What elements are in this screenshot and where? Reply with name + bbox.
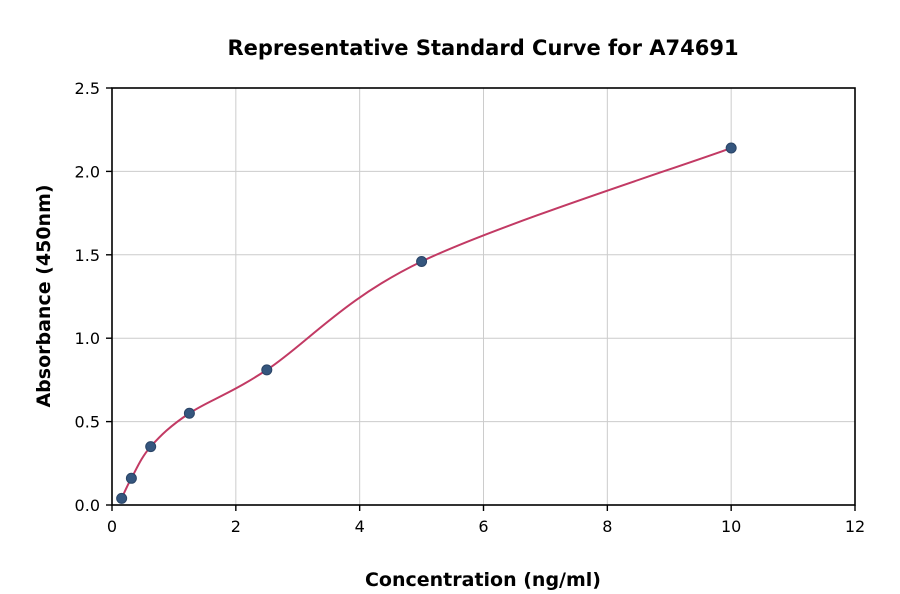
y-tick-label: 2.0 [75,162,100,181]
data-point [116,492,128,504]
y-tick-label: 0.0 [75,496,100,515]
x-tick-label: 0 [107,517,117,536]
data-points [116,142,737,504]
y-tick-label: 1.5 [75,246,100,265]
y-axis-label: Absorbance (450nm) [33,184,55,407]
y-tick-label: 2.5 [75,79,100,98]
plot-border [111,87,856,506]
x-tick-label: 12 [845,517,865,536]
x-tick-label: 2 [231,517,241,536]
x-axis-label: Concentration (ng/ml) [365,569,601,591]
x-tick-label: 6 [478,517,488,536]
data-point [261,364,273,376]
data-point [145,441,157,453]
data-point [183,407,195,419]
y-tick-label: 0.5 [75,413,100,432]
x-tick-label: 4 [355,517,365,536]
data-point [725,142,737,154]
data-point [416,255,428,267]
fit-curve [120,147,732,499]
tick-labels: 0 2 4 6 8 10 12 0.0 0.5 1.0 1.5 2.0 2.5 [75,79,866,536]
gridlines [111,87,856,506]
x-tick-label: 8 [602,517,612,536]
chart-title: Representative Standard Curve for A74691 [227,36,738,60]
x-tick-label: 10 [721,517,741,536]
tick-marks [106,87,856,511]
data-point [125,472,137,484]
y-tick-label: 1.0 [75,329,100,348]
